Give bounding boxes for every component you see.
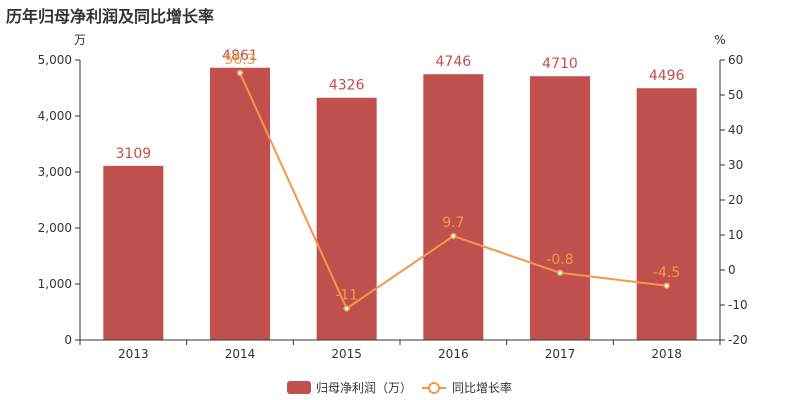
x-tick-label: 2016: [438, 347, 469, 361]
x-tick-label: 2014: [225, 347, 256, 361]
line-layer: [236, 69, 670, 312]
growth-point-2017: [556, 269, 564, 277]
bar-2017: [530, 76, 590, 341]
growth-point-2014: [236, 69, 244, 77]
right-axis-unit: %: [714, 33, 725, 47]
growth-value-label: -0.8: [546, 252, 573, 268]
right-tick-label: 60: [728, 53, 743, 67]
bar-2015: [316, 97, 377, 340]
bar-value-label: 4861: [222, 48, 258, 64]
growth-value-label: -4.5: [653, 265, 680, 281]
growth-value-label: 56.3: [224, 52, 255, 68]
right-tick-label: -10: [728, 298, 748, 312]
growth-point-2015: [343, 305, 350, 312]
right-tick-label: 10: [728, 228, 743, 242]
bar-value-label: 3109: [116, 146, 152, 162]
left-tick-label: 2,000: [38, 221, 72, 235]
chart-title: 历年归母净利润及同比增长率: [6, 7, 215, 26]
bars-layer: [103, 67, 697, 341]
x-tick-label: 2013: [118, 347, 149, 361]
growth-value-label: -11: [335, 288, 358, 304]
left-tick-label: 1,000: [38, 277, 72, 291]
left-tick-label: 5,000: [38, 53, 72, 67]
legend: 归母净利润（万） 同比增长率: [287, 380, 512, 395]
left-tick-label: 4,000: [38, 109, 72, 123]
right-tick-label: 20: [728, 193, 743, 207]
growth-point-2016: [450, 232, 457, 240]
left-axis-unit: 万: [74, 33, 86, 47]
bar-2013: [103, 165, 164, 340]
legend-line-marker: [428, 382, 440, 394]
right-tick-label: 0: [728, 263, 736, 277]
bar-2016: [423, 74, 484, 340]
bar-value-label: 4710: [542, 56, 578, 72]
x-tick-label: 2017: [545, 347, 576, 361]
right-tick-label: 30: [728, 158, 743, 172]
bar-2018: [636, 88, 697, 340]
growth-point-2018: [663, 282, 670, 289]
left-tick-label: 3,000: [38, 165, 72, 179]
legend-line-label: 同比增长率: [452, 380, 512, 395]
left-tick-label: 0: [64, 333, 72, 347]
right-tick-label: 50: [728, 88, 743, 102]
bar-value-label: 4326: [329, 78, 365, 94]
right-tick-label: -20: [728, 333, 748, 347]
axes-layer: 0 1,000 2,000 3,000 4,000 5,000 -20 -10 0 10 20 30 4…: [38, 53, 748, 361]
bar-value-label: 4496: [649, 68, 685, 84]
x-tick-label: 2015: [331, 347, 362, 361]
x-tick-label: 2018: [651, 347, 682, 361]
labels-layer: 3109 4861 4326 4746 4710 4496 56.3 -11 9.7 -0.8 -4…: [116, 48, 685, 304]
legend-bar-label: 归母净利润（万）: [316, 381, 412, 395]
bar-2014: [210, 67, 270, 340]
growth-value-label: 9.7: [442, 215, 464, 231]
right-tick-label: 40: [728, 123, 743, 137]
bar-value-label: 4746: [436, 54, 472, 70]
legend-bar-swatch: [287, 381, 311, 394]
